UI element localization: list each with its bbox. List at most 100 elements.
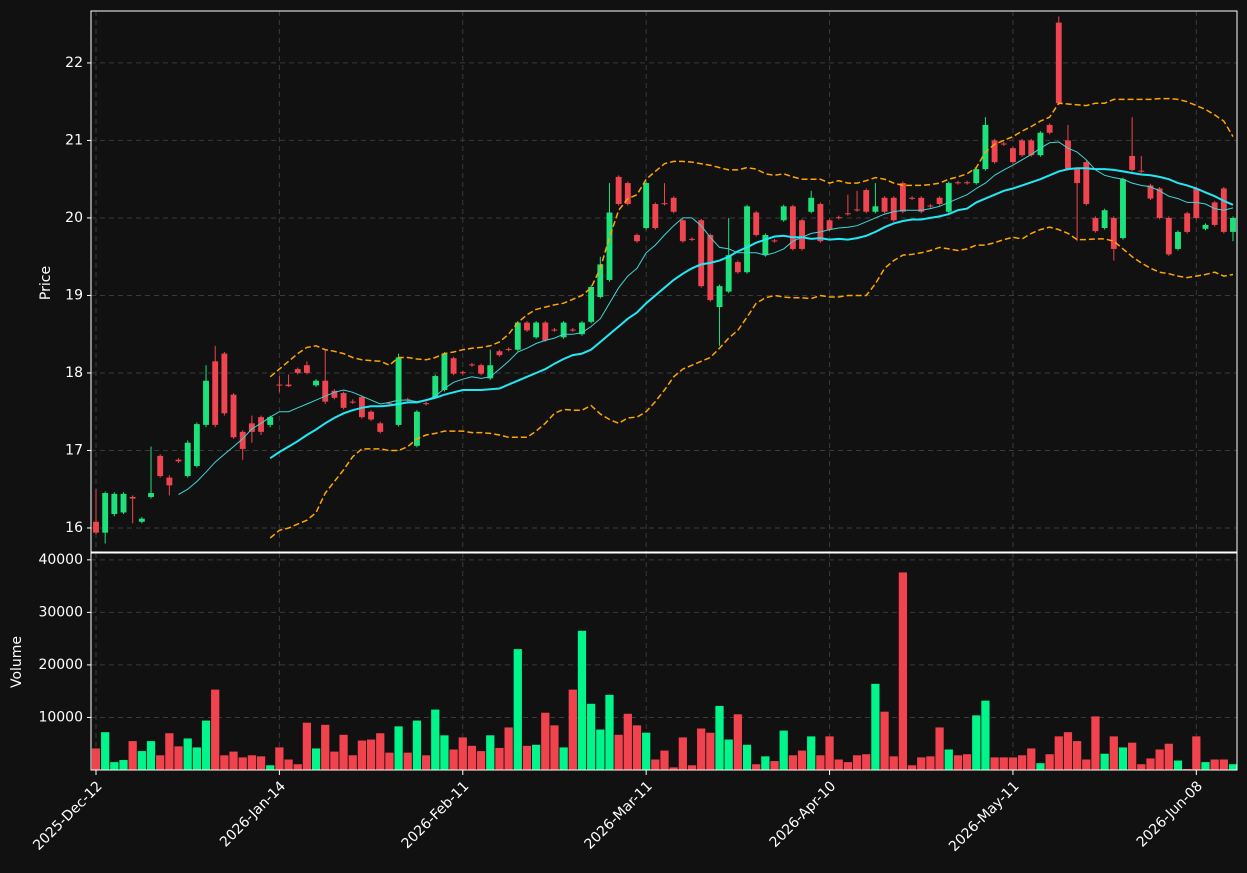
volume-bar (953, 755, 963, 770)
candle-body (762, 234, 769, 256)
candle-body (1202, 224, 1209, 229)
volume-bar (1164, 743, 1173, 770)
candle-body (936, 197, 943, 204)
candle-body (1184, 213, 1191, 232)
candle-body (624, 183, 631, 204)
candle-body (166, 477, 173, 486)
y-tick-label: 17 (65, 442, 83, 458)
volume-bar (1008, 757, 1018, 770)
volume-bar (999, 757, 1008, 770)
candle-body (725, 255, 732, 292)
candle-body (230, 394, 237, 438)
volume-bar (467, 745, 477, 770)
volume-bar (724, 739, 733, 770)
volume-bar (183, 738, 192, 770)
volume-bar (880, 711, 889, 770)
volume-bar (944, 749, 953, 770)
volume-bar (522, 745, 532, 770)
volume-bar (596, 729, 605, 770)
candle-body (597, 264, 604, 298)
candle-body (734, 262, 741, 273)
panel-frame (90, 552, 1238, 771)
volume-bar (678, 737, 687, 770)
volume-bar (156, 755, 165, 770)
candle-body (294, 369, 301, 373)
candle-body (276, 384, 283, 386)
candle-body (652, 203, 659, 229)
volume-bar (229, 751, 238, 770)
candle-body (1175, 231, 1181, 249)
volume-bar (431, 709, 440, 770)
candle-body (331, 390, 338, 398)
volume-bar (293, 764, 302, 770)
volume-bar (174, 746, 183, 770)
candle-body (1046, 124, 1053, 133)
candle-body (1065, 140, 1071, 170)
volume-bar (1091, 716, 1100, 770)
candle-body (157, 455, 164, 477)
candle-body (1074, 169, 1081, 184)
candle-body (973, 169, 980, 184)
volume-axis-label: Volume (9, 636, 25, 688)
candle-body (643, 183, 650, 229)
volume-bar (128, 741, 137, 770)
volume-bar (990, 757, 999, 770)
price-axis-label: Price (38, 266, 54, 300)
volume-bar (926, 756, 935, 770)
volume-bar (449, 749, 458, 770)
candle-body (716, 286, 723, 308)
candle-body (267, 417, 274, 425)
candle-body (872, 206, 879, 212)
candle-body (826, 220, 833, 230)
volume-bar (1219, 759, 1228, 770)
volume-bar (339, 734, 348, 770)
candle-body (524, 322, 530, 331)
candle-body (899, 183, 906, 212)
volume-bar (577, 630, 587, 770)
volume-bar (247, 755, 257, 770)
volume-bar (192, 747, 201, 770)
candle-body (395, 357, 402, 425)
candle-body (890, 197, 897, 221)
volume-bar (742, 744, 752, 770)
volume-bar (119, 760, 128, 770)
candle-body (753, 212, 760, 235)
candle-body (1129, 155, 1136, 170)
volume-bar (412, 720, 422, 770)
volume-bar (366, 739, 376, 770)
volume-bar (797, 750, 807, 770)
volume-bar (632, 725, 642, 770)
candle-body (1028, 140, 1035, 156)
volume-bar (165, 733, 174, 770)
volume-bar (568, 689, 577, 770)
candle-body (239, 431, 246, 449)
candle-body (634, 234, 640, 242)
candle-body (1147, 185, 1154, 199)
candle-body (661, 203, 668, 205)
candle-body (551, 329, 558, 331)
volume-bar (330, 751, 339, 770)
candle-body (542, 322, 549, 341)
candle-body (469, 364, 475, 366)
volume-bar (605, 694, 614, 770)
candle-body (799, 220, 805, 249)
volume-bar (1109, 736, 1118, 770)
line-series (269, 97, 1234, 378)
candle-body (175, 459, 182, 462)
volume-bar (256, 756, 266, 770)
volume-bar (476, 751, 486, 770)
panel-frame (90, 10, 1238, 553)
candle-body (964, 182, 971, 184)
volume-bar (137, 751, 146, 770)
volume-bar (220, 755, 229, 770)
volume-bar (321, 724, 330, 770)
candle-body (138, 518, 145, 522)
candle-body (1156, 188, 1163, 218)
candle-body (221, 353, 228, 414)
candle-body (340, 393, 347, 408)
volume-bar (697, 728, 706, 770)
candle-body (670, 197, 677, 212)
candle-body (285, 384, 292, 387)
volume-bar (852, 755, 862, 770)
volume-bar (1183, 768, 1192, 770)
